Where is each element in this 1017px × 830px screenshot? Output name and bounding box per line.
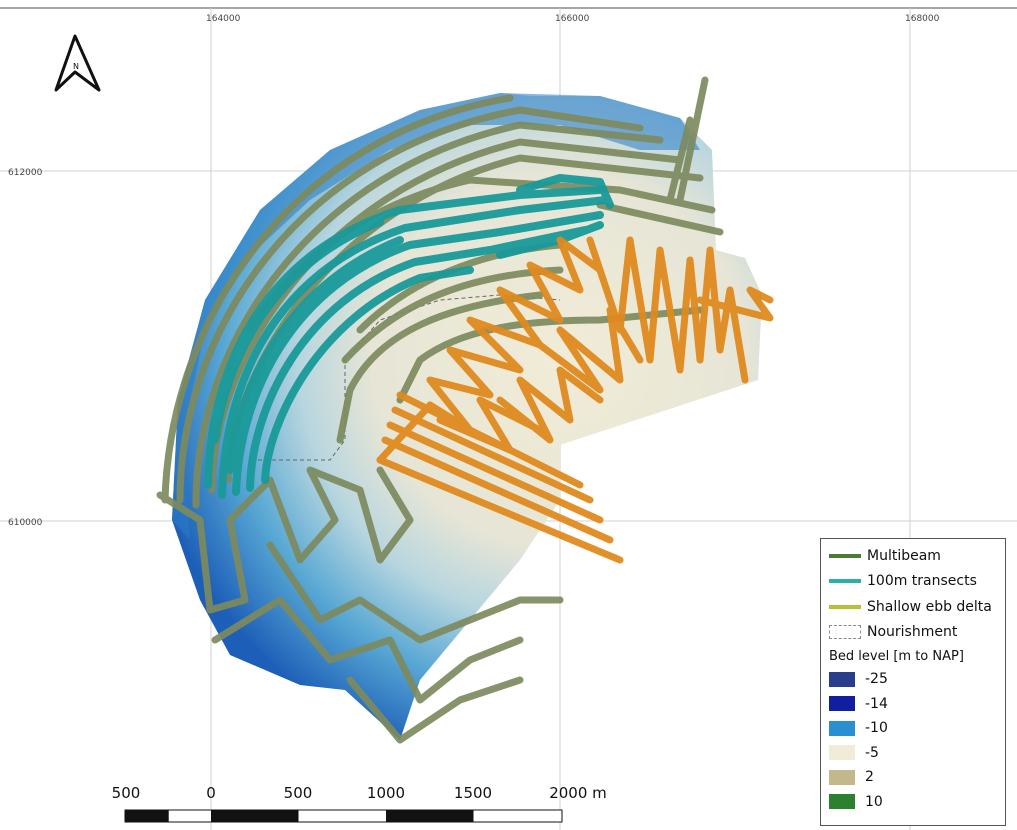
grid-y-label-610000: 610000	[8, 518, 43, 528]
bed-swatch	[829, 745, 855, 761]
bed-level-item: -14	[829, 692, 997, 717]
legend-item-ebb-delta: Shallow ebb delta	[829, 594, 997, 620]
legend-item-multibeam: Multibeam	[829, 543, 997, 569]
scale-label-0: 0	[206, 784, 216, 802]
north-arrow-label: N	[73, 62, 79, 71]
bed-level-item: -10	[829, 716, 997, 741]
scale-bar	[124, 809, 563, 823]
ebb-delta-tracks	[376, 236, 774, 564]
bed-swatch	[829, 720, 855, 736]
ebb-delta-swatch	[829, 604, 861, 609]
scale-label-1000: 1000	[366, 784, 406, 802]
bed-level-item: 2	[829, 765, 997, 790]
bed-level-label: 2	[865, 769, 874, 786]
scale-label-500-left: 500	[111, 784, 141, 802]
bed-swatch	[829, 794, 855, 810]
legend-item-nourishment: Nourishment	[829, 620, 997, 646]
scale-label-1500: 1500	[453, 784, 493, 802]
grid-x-label-166000: 166000	[555, 14, 590, 24]
grid-x-label-168000: 168000	[905, 14, 940, 24]
bed-level-label: -25	[865, 671, 888, 688]
bed-level-item: 10	[829, 790, 997, 815]
legend-label: Multibeam	[867, 547, 941, 564]
transect-tracks	[204, 174, 614, 499]
map-legend: Multibeam 100m transects Shallow ebb del…	[820, 538, 1006, 826]
bed-level-item: -25	[829, 667, 997, 692]
grid-y-label-612000: 612000	[8, 168, 43, 178]
legend-label: Nourishment	[867, 624, 958, 641]
scale-label-2000m: 2000 m	[549, 784, 607, 802]
bed-level-label: -5	[865, 744, 879, 761]
legend-label: Shallow ebb delta	[867, 598, 992, 615]
bed-level-title: Bed level [m to NAP]	[829, 648, 964, 664]
bed-swatch	[829, 696, 855, 712]
nourishment-swatch	[829, 625, 861, 640]
legend-item-transects: 100m transects	[829, 569, 997, 595]
scale-label-500: 500	[283, 784, 313, 802]
bed-level-label: -10	[865, 720, 888, 737]
bed-level-item: -5	[829, 741, 997, 766]
legend-label: 100m transects	[867, 573, 977, 590]
north-arrow-icon: N	[54, 34, 101, 92]
deep-channel-area	[172, 93, 700, 540]
bed-level-label: -14	[865, 695, 888, 712]
multibeam-swatch	[829, 553, 861, 558]
grid-x-label-164000: 164000	[206, 14, 241, 24]
transects-swatch	[829, 579, 861, 584]
bed-swatch	[829, 671, 855, 687]
bed-swatch	[829, 769, 855, 785]
bed-level-label: 10	[865, 793, 883, 810]
